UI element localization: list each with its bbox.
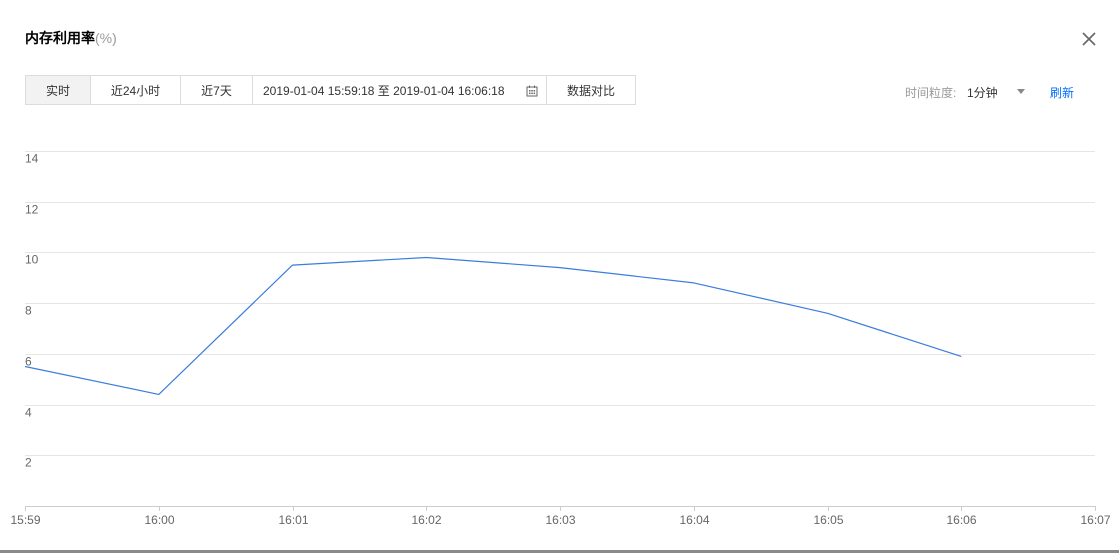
caret-down-icon — [1017, 89, 1025, 94]
range-realtime-button[interactable]: 实时 — [25, 75, 91, 105]
y-tick-label: 8 — [25, 304, 32, 318]
x-tick-label: 15:59 — [10, 513, 40, 527]
x-tick-label: 16:04 — [679, 513, 709, 527]
title-unit: (%) — [95, 30, 117, 46]
y-tick-label: 14 — [25, 152, 39, 166]
x-tick-label: 16:06 — [946, 513, 976, 527]
date-range-picker[interactable]: 2019-01-04 15:59:18 至 2019-01-04 16:06:1… — [252, 75, 547, 105]
granularity-label: 时间粒度: — [905, 86, 957, 100]
x-tick-label: 16:05 — [813, 513, 843, 527]
dialog-header: 内存利用率(%) — [25, 29, 117, 47]
memory-usage-line-chart: 2 4 6 8 10 12 14 15:59 16:00 16:01 16:02 16:03 16:04… — [10, 151, 1111, 527]
granularity-select[interactable]: 1分钟 — [967, 84, 1029, 100]
close-button[interactable] — [1081, 31, 1097, 47]
y-tick-label: 2 — [25, 456, 32, 470]
x-tick-label: 16:00 — [144, 513, 174, 527]
series-line — [24, 256, 962, 395]
range-7d-button[interactable]: 近7天 — [180, 75, 253, 105]
calendar-icon — [526, 85, 538, 97]
date-range-value: 2019-01-04 15:59:18 至 2019-01-04 16:06:1… — [263, 83, 505, 98]
x-tick-label: 16:01 — [278, 513, 308, 527]
x-tick-label: 16:07 — [1080, 513, 1110, 527]
y-tick-label: 12 — [25, 203, 39, 217]
range-24h-button[interactable]: 近24小时 — [90, 75, 181, 105]
x-tick-label: 16:02 — [411, 513, 441, 527]
y-tick-label: 6 — [25, 355, 32, 369]
data-compare-button[interactable]: 数据对比 — [546, 75, 636, 105]
y-tick-label: 10 — [25, 253, 39, 267]
granularity-value: 1分钟 — [967, 86, 998, 100]
refresh-button[interactable]: 刷新 — [1050, 86, 1075, 100]
x-tick-label: 16:03 — [545, 513, 575, 527]
dialog-title: 内存利用率 — [25, 30, 95, 46]
dialog-bottom-border — [0, 550, 1119, 553]
y-tick-label: 4 — [25, 406, 32, 420]
close-icon — [1082, 32, 1096, 46]
